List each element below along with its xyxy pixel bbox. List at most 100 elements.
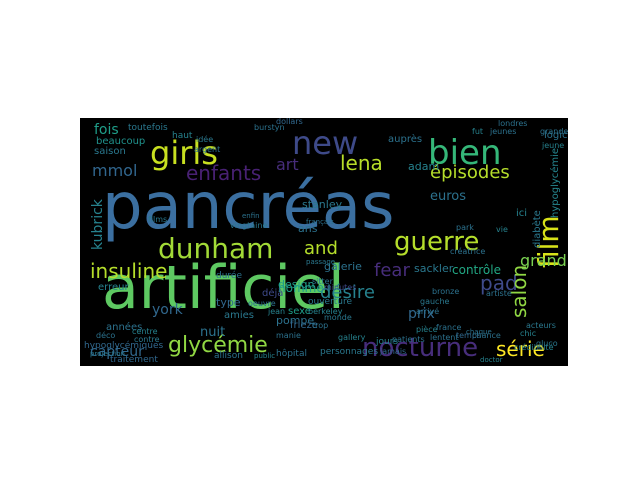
word-cloud: pancréas artificiel new bien girls dunham film… [80, 118, 568, 366]
cloud-word: épisodes [430, 162, 510, 183]
cloud-word: patients [392, 335, 425, 344]
cloud-word: toutefois [128, 123, 168, 133]
cloud-word: bien [428, 133, 502, 173]
cloud-word: jean [267, 307, 285, 316]
cloud-word: doctor [480, 356, 503, 364]
cloud-word: durée [216, 270, 242, 281]
cloud-word: années [106, 321, 142, 333]
cloud-word: oeuvre [248, 299, 276, 308]
cloud-word: dunham [158, 232, 273, 265]
cloud-word: créatrice [450, 246, 485, 256]
cloud-word: films [148, 215, 167, 224]
cloud-word: contre [134, 335, 160, 344]
cloud-word: haut [172, 131, 193, 141]
cloud-word: diabète [531, 210, 543, 248]
cloud-word: déco [96, 330, 115, 340]
cloud-word: frieze [290, 320, 318, 331]
cloud-word: traitement [110, 355, 158, 365]
cloud-word: logic [544, 130, 568, 141]
cloud-word: idée [196, 134, 213, 144]
cloud-word: kubrick [90, 198, 106, 250]
cloud-word: saison [94, 146, 126, 157]
cloud-word: lena [340, 151, 383, 175]
cloud-word: acteurs [526, 321, 556, 330]
cloud-word: capteur [90, 344, 144, 360]
cloud-word: grande [540, 127, 568, 136]
cloud-word: france [436, 323, 461, 332]
cloud-word: chaque [466, 328, 492, 336]
cloud-word: centre [132, 327, 158, 336]
cloud-word: glycémie [168, 333, 268, 358]
cloud-word: bronze [432, 287, 459, 296]
cloud-word: pad [480, 271, 518, 295]
cloud-word: and [304, 238, 338, 259]
cloud-word: argent [194, 145, 220, 154]
cloud-word: adam [408, 160, 439, 173]
cloud-word: art [276, 155, 299, 174]
word-cloud-background [80, 118, 568, 366]
cloud-word: minutes [324, 283, 356, 292]
cloud-word: pompe [276, 314, 314, 327]
cloud-word: jamais [379, 347, 406, 356]
cloud-word: girls [150, 134, 218, 172]
cloud-word: film [532, 215, 565, 268]
cloud-word: artificiel [102, 253, 345, 323]
cloud-word: ouverture [308, 297, 353, 307]
cloud-word: temps [456, 331, 481, 340]
cloud-word: burstyn [254, 123, 285, 132]
cloud-word: stanley [302, 198, 343, 211]
cloud-word: pancréas [102, 170, 394, 244]
cloud-word: contrôle [452, 263, 501, 277]
cloud-word: jeune [541, 141, 564, 150]
cloud-word: artiste [486, 289, 512, 298]
cloud-word: gluco [536, 339, 558, 348]
cloud-word: passage [306, 258, 335, 266]
cloud-word: jeunes [489, 127, 516, 136]
cloud-word: fear [374, 260, 410, 281]
cloud-word: design [278, 278, 315, 291]
cloud-word: nuit [200, 325, 225, 340]
cloud-word: vingtaine [230, 221, 267, 230]
cloud-word: déjà [262, 287, 283, 299]
cloud-word: allison [214, 351, 243, 361]
cloud-word: grand [520, 251, 567, 270]
cloud-word: fut [472, 127, 483, 136]
cloud-word: park [456, 223, 474, 232]
cloud-word: londres [498, 119, 527, 128]
cloud-word: beaucoup [96, 136, 145, 147]
cloud-word: désire [320, 282, 375, 303]
cloud-word: type [216, 296, 241, 309]
cloud-word: dollars [276, 118, 303, 126]
cloud-word: york [152, 302, 184, 318]
cloud-word: ici [516, 208, 527, 219]
cloud-word: projection [90, 350, 125, 358]
cloud-word: manie [276, 331, 301, 340]
cloud-word: enfants [186, 161, 261, 185]
cloud-word: enfin [242, 212, 260, 220]
cloud-word: sitter [312, 277, 334, 286]
cloud-word: prix [408, 306, 435, 322]
cloud-word: fois [94, 122, 119, 138]
cloud-word: amies [224, 310, 254, 321]
cloud-word: monde [324, 313, 352, 322]
cloud-word: arrivé [416, 306, 439, 316]
cloud-word: chic [520, 329, 536, 338]
cloud-word: chance [472, 331, 501, 340]
cloud-word: insuline [90, 259, 167, 283]
cloud-word: trop [312, 321, 328, 330]
cloud-word: salon [507, 265, 531, 318]
cloud-word: sexe [288, 306, 311, 317]
cloud-word: crédibilité [514, 342, 554, 352]
cloud-word: ans [298, 222, 318, 235]
cloud-word: mmol [92, 161, 137, 180]
cloud-word: public [254, 352, 275, 360]
cloud-word: hypoglycémiques [84, 340, 163, 351]
cloud-word: berkeley [308, 307, 343, 316]
cloud-word: euros [430, 189, 466, 204]
cloud-word: gauche [420, 297, 450, 306]
cloud-word: vie [496, 225, 508, 234]
cloud-word: auprès [388, 133, 422, 145]
cloud-word: hypoglycémie [549, 148, 561, 218]
cloud-word: français [306, 218, 334, 226]
cloud-word: série [496, 337, 545, 361]
